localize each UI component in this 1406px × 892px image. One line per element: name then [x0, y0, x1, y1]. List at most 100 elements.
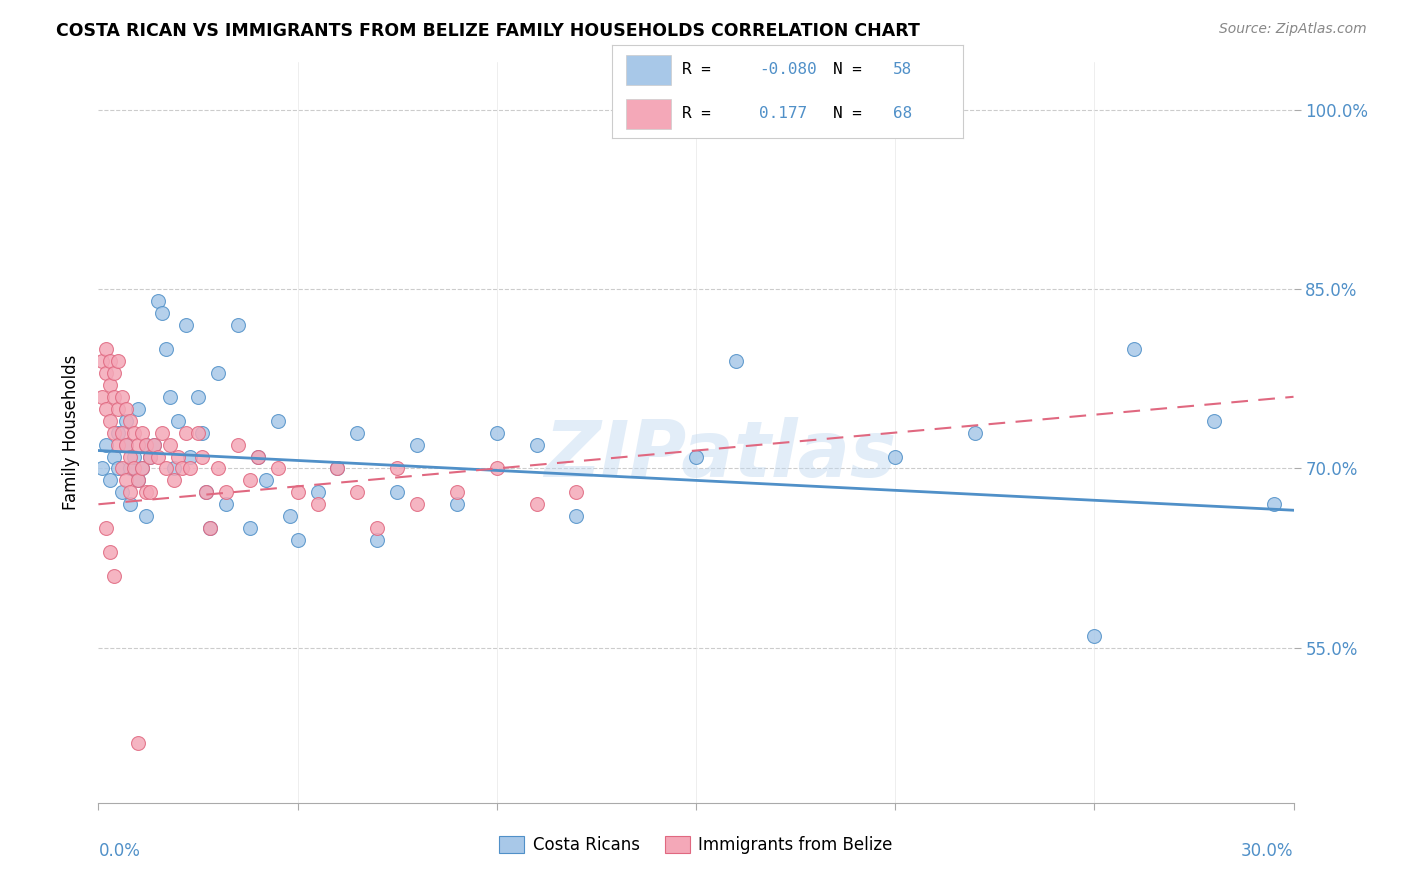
Text: COSTA RICAN VS IMMIGRANTS FROM BELIZE FAMILY HOUSEHOLDS CORRELATION CHART: COSTA RICAN VS IMMIGRANTS FROM BELIZE FA… [56, 22, 920, 40]
Legend: Costa Ricans, Immigrants from Belize: Costa Ricans, Immigrants from Belize [492, 830, 900, 861]
Point [366, 533, 388, 547]
Point [103, 450, 125, 464]
Point [98, 414, 122, 428]
Point [127, 474, 149, 488]
Point [120, 450, 142, 464]
Point [155, 342, 177, 356]
Point [98, 377, 122, 392]
Point [174, 318, 197, 333]
Point [346, 425, 368, 440]
Point [107, 401, 129, 416]
Point [226, 437, 249, 451]
Point [1083, 629, 1105, 643]
Point [120, 485, 142, 500]
Text: 0.177: 0.177 [759, 106, 807, 121]
Point [150, 425, 173, 440]
Point [565, 485, 588, 500]
Point [148, 294, 170, 309]
Point [150, 306, 173, 320]
Point [287, 485, 309, 500]
Point [526, 497, 548, 511]
Point [287, 533, 309, 547]
Text: 58: 58 [893, 62, 912, 78]
Point [565, 509, 588, 524]
Point [326, 461, 349, 475]
Point [131, 461, 153, 475]
Point [884, 450, 907, 464]
Text: 30.0%: 30.0% [1241, 842, 1294, 860]
Point [115, 474, 138, 488]
Point [96, 366, 118, 380]
Point [239, 521, 262, 535]
Point [115, 401, 138, 416]
Point [107, 437, 129, 451]
Point [127, 474, 149, 488]
Y-axis label: Family Households: Family Households [62, 355, 80, 510]
Point [246, 450, 269, 464]
Point [167, 414, 190, 428]
Point [215, 485, 238, 500]
Point [307, 485, 329, 500]
Point [172, 461, 194, 475]
Point [724, 354, 747, 368]
Point [139, 485, 162, 500]
Point [326, 461, 349, 475]
Point [226, 318, 249, 333]
Point [98, 545, 122, 559]
Point [115, 437, 138, 451]
Point [107, 461, 129, 475]
Point [963, 425, 986, 440]
Point [91, 461, 114, 475]
Text: Source: ZipAtlas.com: Source: ZipAtlas.com [1219, 22, 1367, 37]
Point [96, 521, 118, 535]
Point [207, 366, 229, 380]
Point [239, 474, 262, 488]
Text: R =: R = [682, 62, 711, 78]
Point [406, 437, 429, 451]
Point [91, 354, 114, 368]
Text: R =: R = [682, 106, 711, 121]
Point [1202, 414, 1225, 428]
Point [159, 437, 181, 451]
Text: 68: 68 [893, 106, 912, 121]
Point [124, 461, 146, 475]
FancyBboxPatch shape [626, 99, 672, 129]
Point [195, 485, 218, 500]
Point [111, 461, 134, 475]
Point [96, 437, 118, 451]
Point [485, 461, 508, 475]
Point [139, 450, 162, 464]
Point [1263, 497, 1285, 511]
Point [179, 450, 201, 464]
Point [215, 497, 238, 511]
Point [526, 437, 548, 451]
Point [385, 485, 409, 500]
Point [135, 437, 157, 451]
Point [124, 425, 146, 440]
Point [163, 474, 186, 488]
Text: -0.080: -0.080 [759, 62, 817, 78]
Point [98, 354, 122, 368]
FancyBboxPatch shape [626, 55, 672, 85]
Point [103, 390, 125, 404]
Point [111, 425, 134, 440]
Point [120, 461, 142, 475]
Point [127, 736, 149, 750]
Point [485, 425, 508, 440]
Point [127, 401, 149, 416]
Point [103, 569, 125, 583]
Text: ZIPatlas: ZIPatlas [544, 417, 896, 493]
Point [685, 450, 707, 464]
Point [135, 485, 157, 500]
Point [385, 461, 409, 475]
Point [131, 461, 153, 475]
Point [143, 437, 166, 451]
Point [366, 521, 388, 535]
Point [107, 425, 129, 440]
Point [148, 450, 170, 464]
Point [174, 425, 197, 440]
Point [446, 485, 468, 500]
Point [246, 450, 269, 464]
Point [103, 425, 125, 440]
Point [127, 437, 149, 451]
